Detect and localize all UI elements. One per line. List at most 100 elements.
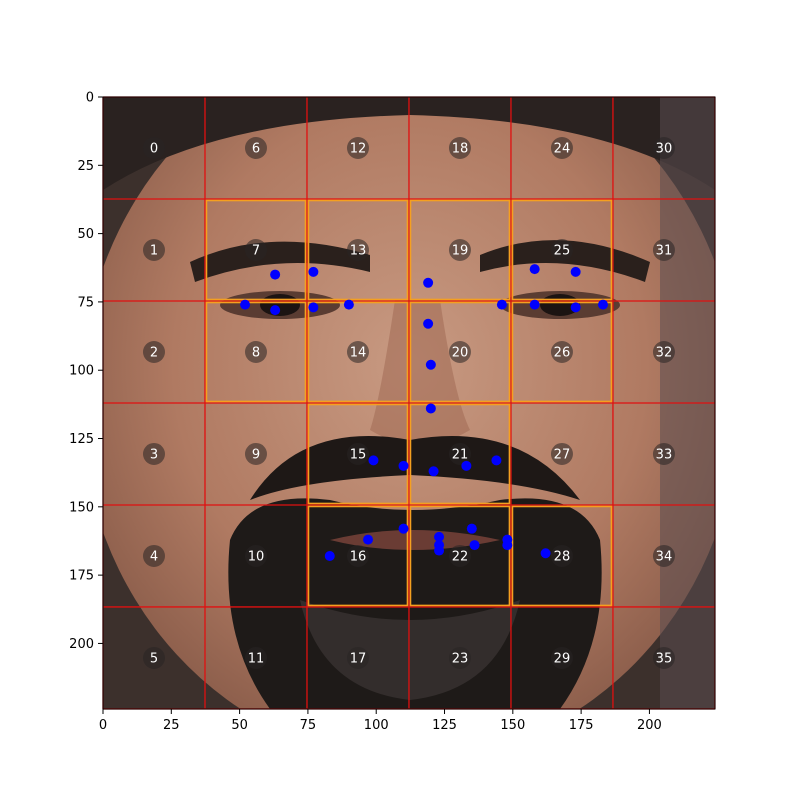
landmark-point (308, 266, 319, 277)
x-tick-label: 75 (300, 718, 317, 733)
landmark-point (461, 460, 472, 471)
landmark-point (529, 299, 540, 310)
landmark-point (240, 299, 251, 310)
landmark-point (423, 277, 434, 288)
y-tick-label: 150 (69, 500, 94, 515)
cell-label-badge (550, 340, 573, 363)
cell-label-badge (346, 646, 369, 669)
cell-label: 14 (350, 345, 367, 360)
highlighted-cell-16 (307, 505, 409, 607)
cell-label: 26 (554, 345, 571, 360)
cell-label: 25 (554, 243, 571, 258)
y-axis: 0 25 50 75 100 125 150 175 200 (69, 91, 103, 652)
cell-label-badge (346, 442, 369, 465)
landmark-point (496, 299, 507, 310)
cell-label-badge (142, 340, 165, 363)
x-axis: 0 25 50 75 100 125 150 175 200 (99, 709, 662, 733)
cell-label-badge (448, 442, 471, 465)
cell-label: 24 (554, 141, 571, 156)
cell-label-badge (652, 136, 675, 159)
landmark-point (502, 540, 513, 551)
highlighted-cell-13 (307, 199, 409, 301)
cell-label-badge (244, 544, 267, 567)
cell-label: 32 (656, 345, 673, 360)
cell-label-badge (244, 442, 267, 465)
landmark-point (491, 455, 502, 466)
landmark-point (540, 548, 551, 559)
cell-label: 10 (248, 549, 265, 564)
highlighted-cell-26 (511, 301, 613, 403)
cell-label-badge (244, 646, 267, 669)
cell-label: 9 (252, 447, 260, 462)
x-tick-label: 25 (163, 718, 180, 733)
cell-label: 16 (350, 549, 367, 564)
landmark-point (469, 540, 480, 551)
cell-label-badge (550, 442, 573, 465)
cell-label: 22 (452, 549, 469, 564)
landmark-point (570, 266, 581, 277)
cell-label: 29 (554, 651, 571, 666)
cell-label: 1 (150, 243, 158, 258)
highlighted-cell-22 (409, 505, 511, 607)
landmark-point (434, 545, 445, 556)
cell-label: 31 (656, 243, 673, 258)
cell-label: 33 (656, 447, 673, 462)
cell-label-badge (448, 646, 471, 669)
cell-label: 13 (350, 243, 367, 258)
plot-frame (102, 96, 716, 710)
highlighted-cell-8 (205, 301, 307, 403)
cell-label: 21 (452, 447, 469, 462)
cell-label-badge (550, 646, 573, 669)
landmark-point (270, 269, 281, 280)
cell-label: 18 (452, 141, 469, 156)
cell-label: 28 (554, 549, 571, 564)
y-tick-label: 200 (69, 637, 94, 652)
cell-label: 2 (150, 345, 158, 360)
cell-label-badge (448, 136, 471, 159)
highlighted-cell-21 (409, 403, 511, 505)
landmark-point (343, 299, 354, 310)
cell-label: 4 (150, 549, 158, 564)
highlighted-cell-25 (511, 199, 613, 301)
y-tick-label: 50 (77, 227, 94, 242)
cell-label-badge (142, 238, 165, 261)
cell-label: 15 (350, 447, 367, 462)
cell-label-badge (244, 136, 267, 159)
landmark-point (434, 531, 445, 542)
cell-label-badge (142, 544, 165, 567)
cell-label: 19 (452, 243, 469, 258)
x-tick-label: 200 (637, 718, 662, 733)
highlighted-cell-20 (409, 301, 511, 403)
cell-label-badge (550, 136, 573, 159)
cell-label: 5 (150, 651, 158, 666)
cell-label: 30 (656, 141, 673, 156)
x-tick-label: 50 (231, 718, 248, 733)
landmark-point (428, 466, 439, 477)
cell-label: 34 (656, 549, 673, 564)
y-tick-label: 125 (69, 432, 94, 447)
cell-label-badge (652, 544, 675, 567)
cell-label-badge (142, 136, 165, 159)
cell-label: 35 (656, 651, 673, 666)
highlighted-cell-19 (409, 199, 511, 301)
y-tick-label: 75 (77, 295, 94, 310)
landmark-point (466, 523, 477, 534)
cell-label-badge (346, 238, 369, 261)
cell-label-badge (346, 544, 369, 567)
y-tick-label: 25 (77, 159, 94, 174)
landmark-point (324, 551, 335, 561)
cell-label-badge (142, 442, 165, 465)
cell-label-badge (346, 136, 369, 159)
highlighted-cell-15 (307, 403, 409, 505)
x-tick-label: 125 (432, 718, 457, 733)
y-tick-label: 175 (69, 569, 94, 584)
cell-label: 23 (452, 651, 469, 666)
landmark-point (425, 359, 436, 370)
cell-label-badge (448, 238, 471, 261)
cell-label: 11 (248, 651, 265, 666)
cell-label: 3 (150, 447, 158, 462)
cell-label: 0 (150, 141, 158, 156)
x-tick-label: 0 (99, 718, 107, 733)
cell-label-badge (550, 544, 573, 567)
